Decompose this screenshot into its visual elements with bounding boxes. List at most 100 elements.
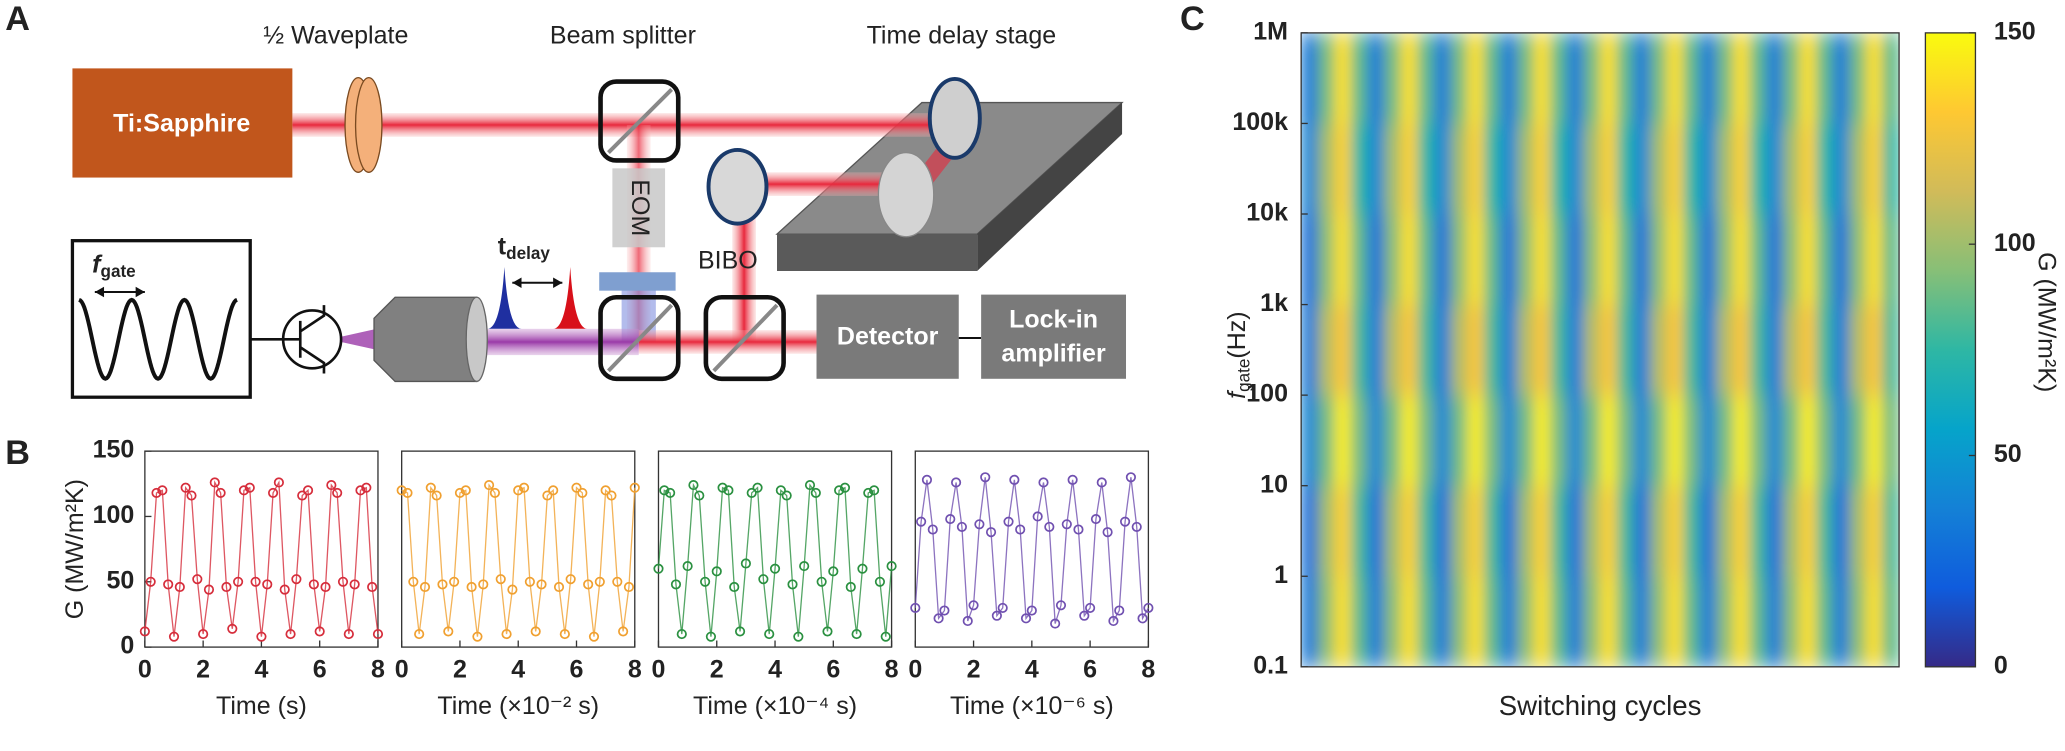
heatmap-cell	[1517, 32, 1535, 125]
heatmap-cell	[1732, 576, 1751, 667]
lockin-label: Lock-in	[1009, 306, 1098, 334]
data-point	[1079, 610, 1090, 621]
data-point	[682, 561, 693, 572]
heatmap-cell	[1334, 214, 1352, 306]
heatmap-cell	[1367, 485, 1385, 578]
pump-beam	[474, 328, 639, 356]
data-point	[548, 485, 559, 496]
heatmap-cell	[1317, 485, 1336, 578]
data-point	[268, 487, 279, 498]
heatmap-cell	[1749, 214, 1767, 306]
y-tick-label: 10k	[1246, 199, 1288, 227]
heatmap-cell	[1500, 304, 1518, 396]
data-point	[402, 487, 413, 498]
heatmap-cell	[1782, 123, 1801, 215]
data-point	[1044, 521, 1055, 532]
heatmap-cell	[1832, 304, 1851, 396]
heatmap-cell	[1400, 576, 1419, 667]
data-point	[594, 576, 605, 587]
heatmap-cell	[1633, 304, 1651, 396]
heatmap-cell	[1616, 576, 1635, 667]
heatmap-cell	[1865, 304, 1884, 396]
eom-label: EOM	[626, 179, 654, 236]
heatmap-cell	[1816, 304, 1834, 396]
x-tick-label: 4	[511, 655, 525, 683]
heatmap-cell	[1550, 395, 1568, 487]
heatmap-cell	[1350, 485, 1369, 578]
heatmap-cell	[1317, 395, 1336, 487]
data-point	[694, 490, 705, 501]
heatmap-cell	[1500, 576, 1518, 667]
detector-beam	[638, 330, 817, 354]
x-tick-label: 8	[1141, 655, 1155, 683]
heatmap-cell	[1732, 214, 1751, 306]
heatmap-cell	[1816, 32, 1834, 125]
heatmap-cell	[1467, 123, 1485, 215]
heatmap-cell	[1616, 395, 1635, 487]
heatmap-cell	[1782, 32, 1801, 125]
heatmap-cell	[1301, 395, 1319, 487]
mirror	[927, 76, 982, 160]
heatmap-cell	[1882, 123, 1900, 215]
heatmap-cell	[1483, 395, 1502, 487]
data-point	[332, 487, 343, 498]
heatmap-cell	[1301, 304, 1319, 396]
heatmap-cell	[1849, 123, 1867, 215]
data-point	[921, 474, 933, 485]
data-point	[869, 485, 880, 496]
heatmap-cell	[1550, 123, 1568, 215]
data-point	[717, 482, 728, 493]
heatmap-cell	[1483, 576, 1502, 667]
heatmap-cell	[1683, 485, 1701, 578]
heatmap-cell	[1566, 304, 1585, 396]
stage-side	[977, 102, 1123, 271]
data-point	[1038, 477, 1049, 488]
data-point	[793, 631, 804, 642]
data-point	[1050, 618, 1061, 629]
heatmap-cell	[1467, 395, 1485, 487]
heatmap-cell	[1566, 214, 1585, 306]
heatmap-cell	[1616, 304, 1635, 396]
heatmap-cell	[1350, 395, 1369, 487]
data-point	[1009, 474, 1020, 485]
heatmap-cell	[1350, 576, 1369, 667]
heatmap-cell	[1533, 395, 1552, 487]
heatmap-cell	[1467, 485, 1485, 578]
data-point	[250, 576, 261, 587]
data-point	[688, 480, 699, 491]
x-tick-label: 0	[652, 655, 666, 683]
heatmap-cell	[1683, 214, 1701, 306]
heatmap-cell	[1517, 395, 1535, 487]
series-line	[657, 482, 893, 637]
t-delay-sub: delay	[506, 243, 550, 262]
heatmap-cell	[1699, 576, 1718, 667]
heatmap-cell	[1450, 485, 1469, 578]
heatmap-cell	[1417, 214, 1435, 306]
heatmap-cell	[1832, 395, 1851, 487]
heatmap-cell	[1350, 304, 1369, 396]
colorbar-tick-label: 150	[1994, 18, 2036, 46]
data-point	[186, 490, 197, 501]
heatmap-cell	[1782, 214, 1801, 306]
data-point	[857, 563, 868, 574]
data-point	[542, 490, 553, 501]
x-tick-label: 6	[826, 655, 840, 683]
splitter-plate	[712, 303, 779, 373]
heatmap-cell	[1583, 32, 1601, 125]
data-point	[571, 482, 582, 493]
y-axis-label-sub: gate	[1234, 359, 1253, 392]
heatmap-cell	[1417, 576, 1435, 667]
heatmap-cell	[1500, 123, 1518, 215]
x-tick-label: 8	[885, 655, 899, 683]
data-point	[1032, 511, 1043, 522]
y-tick-label: 0	[120, 632, 134, 660]
heatmap-cell	[1816, 123, 1834, 215]
data-point	[355, 485, 366, 496]
data-point	[980, 472, 991, 483]
x-tick-label: 4	[1025, 655, 1039, 683]
heatmap-cell	[1400, 32, 1419, 125]
heatmap-cell	[1849, 395, 1867, 487]
data-point	[886, 561, 897, 572]
data-point	[466, 581, 477, 593]
